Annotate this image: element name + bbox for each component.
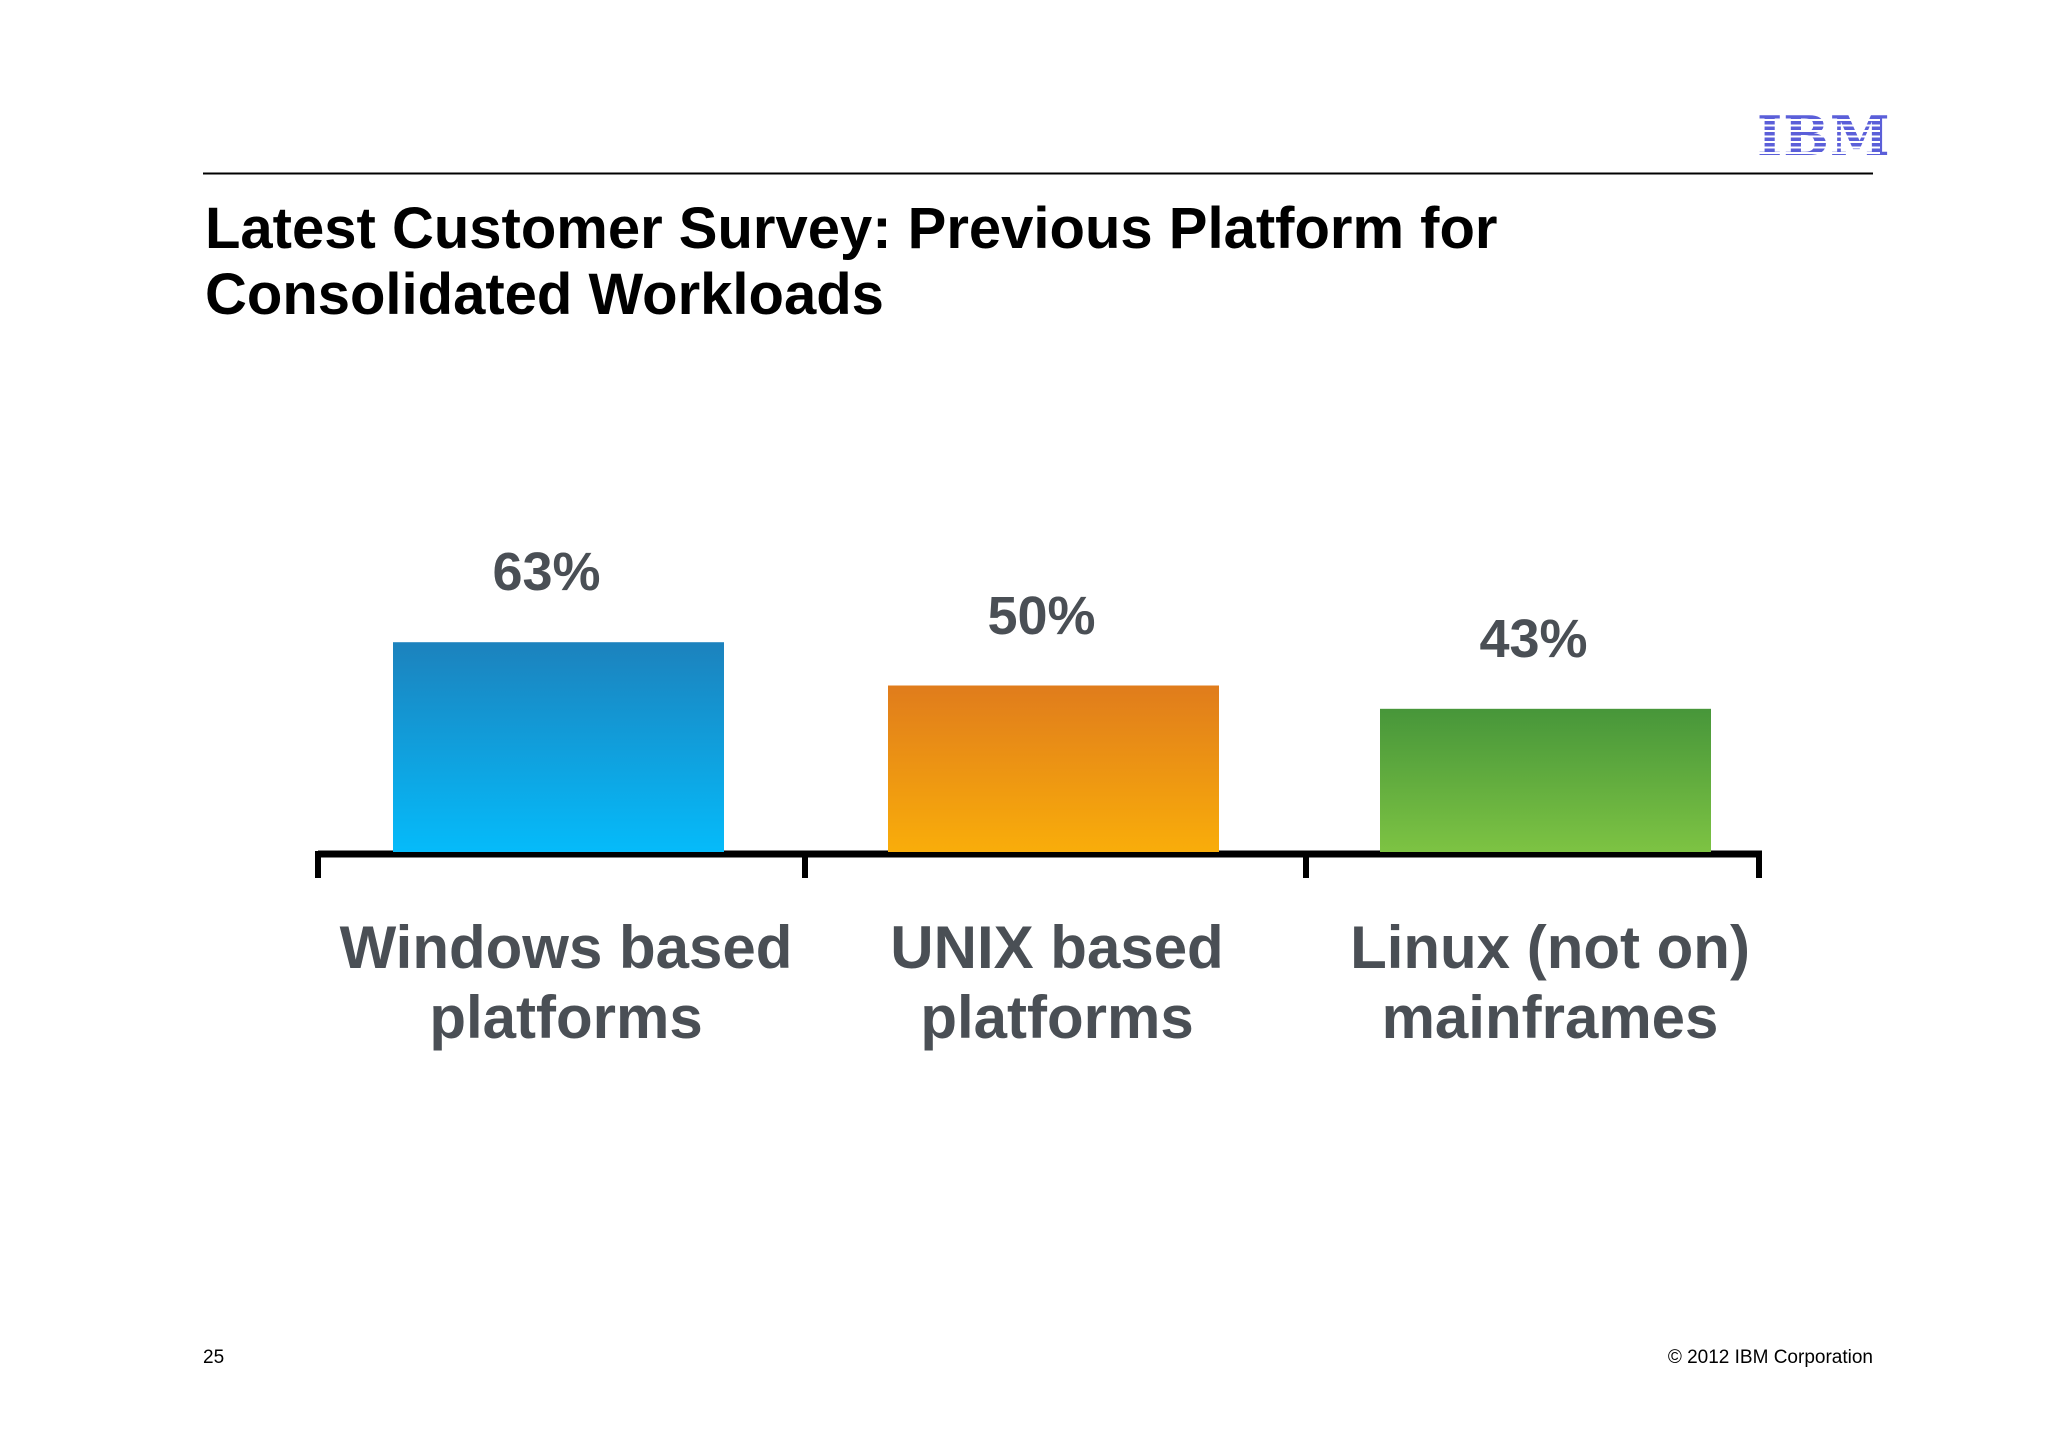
value-label: 63% xyxy=(492,542,601,603)
bar xyxy=(393,642,724,852)
copyright: © 2012 IBM Corporation xyxy=(1667,1347,1873,1368)
page-number: 25 xyxy=(203,1347,225,1368)
axis-ticks xyxy=(315,851,1762,878)
bar xyxy=(1380,708,1711,852)
chart-title: Latest Customer Survey: Previous Platfor… xyxy=(205,196,1498,327)
x-tick-label: Windows based platforms xyxy=(339,914,793,1051)
ibm-logo: IBM xyxy=(1757,104,1891,168)
bar xyxy=(888,685,1219,852)
value-label: 50% xyxy=(987,585,1096,646)
value-label: 43% xyxy=(1479,608,1588,669)
x-tick-label: Linux (not on) mainframes xyxy=(1350,914,1750,1051)
x-tick-label: UNIX based platforms xyxy=(890,914,1224,1051)
